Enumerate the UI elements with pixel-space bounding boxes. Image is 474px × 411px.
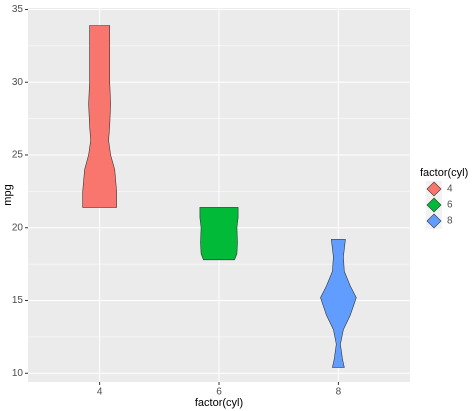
y-tick-label: 20 [12,222,24,233]
legend-label: 8 [447,216,453,227]
y-tick-label: 25 [12,150,24,161]
y-tick-label: 15 [12,295,24,306]
y-axis-title: mpg [2,184,14,205]
legend-label: 4 [447,184,453,195]
x-axis-title: factor(cyl) [195,397,243,409]
y-tick-label: 35 [12,4,24,15]
y-tick-label: 30 [12,77,24,88]
x-tick-label: 8 [336,387,342,398]
legend-key [426,213,442,229]
violin [82,25,117,208]
legend-key [426,181,442,197]
violin [199,207,239,261]
x-tick-label: 4 [97,387,103,398]
violin [320,239,357,368]
x-tick-label: 6 [216,387,222,398]
legend-key [426,197,442,213]
legend-label: 6 [447,200,453,211]
y-tick-label: 10 [12,368,24,379]
legend-title: factor(cyl) [420,167,468,179]
